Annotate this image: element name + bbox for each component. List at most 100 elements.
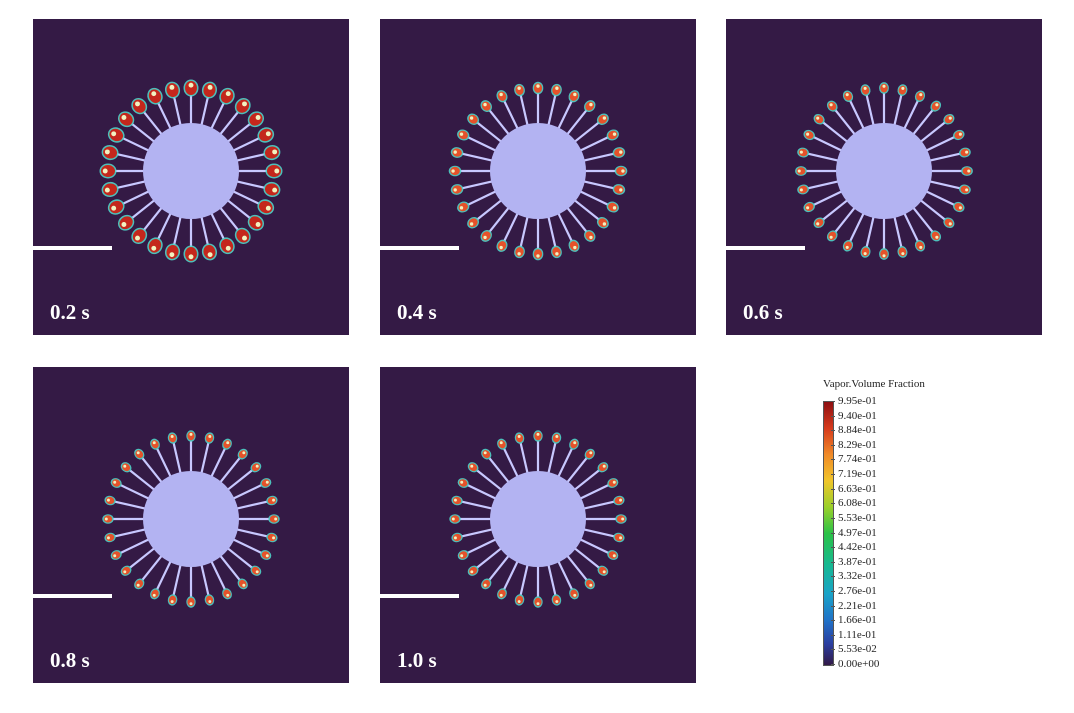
- vapor-bubble: [960, 148, 970, 157]
- fin: [235, 152, 268, 162]
- vapor-bubble: [185, 81, 197, 95]
- vapor-bubble: [898, 85, 907, 95]
- fin: [141, 206, 164, 233]
- vapor-bubble: [166, 244, 179, 259]
- vapor-bubble: [452, 148, 462, 157]
- simulation-plot: [380, 430, 627, 608]
- vapor-bubble-core: [901, 252, 905, 256]
- fin: [218, 457, 241, 484]
- panel-0-4s: 0.4 s: [380, 19, 696, 335]
- scale-bar: [726, 246, 805, 250]
- fin: [218, 109, 241, 136]
- vapor-bubble-core: [967, 169, 971, 173]
- vapor-bubble-core: [882, 84, 886, 88]
- vapor-bubble: [552, 433, 561, 443]
- vapor-bubble: [880, 249, 888, 259]
- vapor-bubble: [861, 247, 870, 257]
- time-label: 0.6 s: [743, 300, 783, 324]
- fin: [578, 537, 609, 554]
- vapor-bubble: [187, 597, 195, 607]
- vapor-bubble-core: [573, 245, 577, 250]
- vapor-bubble-core: [135, 235, 140, 241]
- time-label: 0.8 s: [50, 648, 90, 672]
- vapor-bubble-core: [612, 132, 617, 136]
- legend-tick-label: 0.00e+00: [830, 657, 879, 671]
- vapor-bubble-core: [901, 86, 905, 90]
- vapor-bubble-core: [483, 235, 487, 240]
- fin: [928, 180, 961, 190]
- vapor-bubble: [220, 238, 234, 253]
- legend-title: Vapor.Volume Fraction: [823, 378, 925, 390]
- vapor-bubble-core: [152, 441, 156, 445]
- fin: [565, 457, 588, 484]
- vapor-bubble-core: [619, 150, 623, 154]
- vapor-bubble-core: [829, 235, 833, 239]
- vapor-bubble: [534, 431, 542, 441]
- vapor-bubble-core: [919, 245, 923, 249]
- vapor-bubble-core: [589, 451, 593, 455]
- vapor-bubble: [269, 515, 279, 523]
- fin: [156, 100, 173, 131]
- fin: [461, 152, 494, 162]
- vapor-bubble-core: [863, 86, 867, 90]
- fin: [556, 559, 573, 590]
- fin: [807, 180, 840, 190]
- vapor-bubble-core: [451, 169, 455, 173]
- vapor-bubble-core: [169, 252, 175, 258]
- vapor-bubble-core: [121, 115, 127, 120]
- fin: [547, 94, 557, 127]
- vapor-bubble-core: [863, 252, 867, 256]
- vapor-bubble-core: [948, 116, 952, 120]
- vapor-bubble: [552, 247, 561, 257]
- fin: [565, 206, 588, 233]
- legend-tick-label: 4.97e-01: [831, 526, 877, 540]
- vapor-bubble-core: [104, 149, 110, 155]
- vapor-bubble-core: [111, 205, 117, 211]
- vapor-bubble-core: [272, 536, 276, 540]
- vapor-bubble-core: [451, 517, 455, 521]
- fin: [519, 442, 529, 475]
- scale-bar: [380, 594, 459, 598]
- legend-tick-label: 6.08e-01: [831, 496, 877, 510]
- vapor-bubble-core: [602, 570, 606, 574]
- vapor-bubble: [166, 83, 179, 98]
- vapor-bubble-core: [573, 92, 577, 97]
- cylinder: [490, 471, 586, 567]
- fin: [209, 211, 226, 242]
- fin: [467, 136, 498, 153]
- fin: [573, 121, 600, 144]
- time-label: 0.4 s: [397, 300, 437, 324]
- vapor-bubble-core: [845, 245, 849, 249]
- vapor-bubble-core: [612, 480, 616, 484]
- vapor-bubble: [103, 515, 113, 523]
- fin: [556, 448, 573, 479]
- simulation-plot: [380, 81, 628, 261]
- vapor-bubble-core: [242, 451, 246, 455]
- vapor-bubble-core: [121, 222, 127, 227]
- fin: [813, 136, 844, 153]
- fin: [467, 484, 498, 501]
- fin: [849, 211, 866, 242]
- vapor-bubble-core: [499, 441, 503, 445]
- vapor-bubble-core: [935, 235, 939, 239]
- vapor-bubble: [258, 128, 273, 142]
- vapor-bubble-core: [517, 86, 521, 90]
- vapor-bubble-core: [152, 593, 156, 597]
- vapor-bubble: [148, 238, 162, 253]
- vapor-bubble: [515, 247, 524, 257]
- vapor-bubble-core: [555, 600, 559, 604]
- vapor-bubble-core: [460, 480, 464, 484]
- fin: [120, 484, 151, 501]
- fin: [129, 121, 156, 144]
- vapor-bubble: [880, 83, 888, 93]
- fin: [141, 109, 164, 136]
- fin: [924, 189, 955, 206]
- colorbar: [823, 401, 834, 666]
- fin: [476, 469, 503, 492]
- vapor-bubble: [515, 85, 524, 95]
- fin: [226, 546, 253, 569]
- fin: [813, 189, 844, 206]
- vapor-bubble: [103, 146, 118, 159]
- cylinder: [143, 471, 239, 567]
- fin: [503, 211, 520, 242]
